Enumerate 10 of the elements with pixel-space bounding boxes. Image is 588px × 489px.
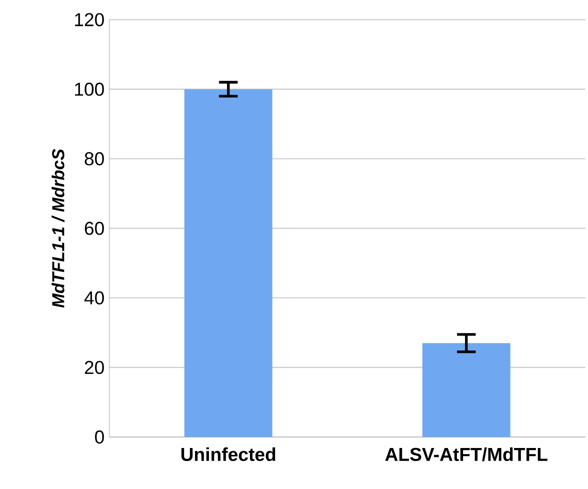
y-tick-label: 60 (84, 222, 104, 235)
y-tick-label: 0 (95, 430, 104, 444)
y-tick-label: 100 (75, 82, 104, 96)
y-tick-label: 80 (84, 152, 104, 166)
x-tick-label: Uninfected (181, 447, 276, 462)
y-axis-title: MdTFL1-1 / MdrbcS (52, 148, 65, 308)
y-tick-label: 20 (84, 360, 104, 374)
y-tick-label: 120 (75, 13, 104, 26)
y-tick-label: 40 (84, 291, 104, 304)
x-tick-label: ALSV-AtFT/MdTFL (385, 447, 548, 462)
